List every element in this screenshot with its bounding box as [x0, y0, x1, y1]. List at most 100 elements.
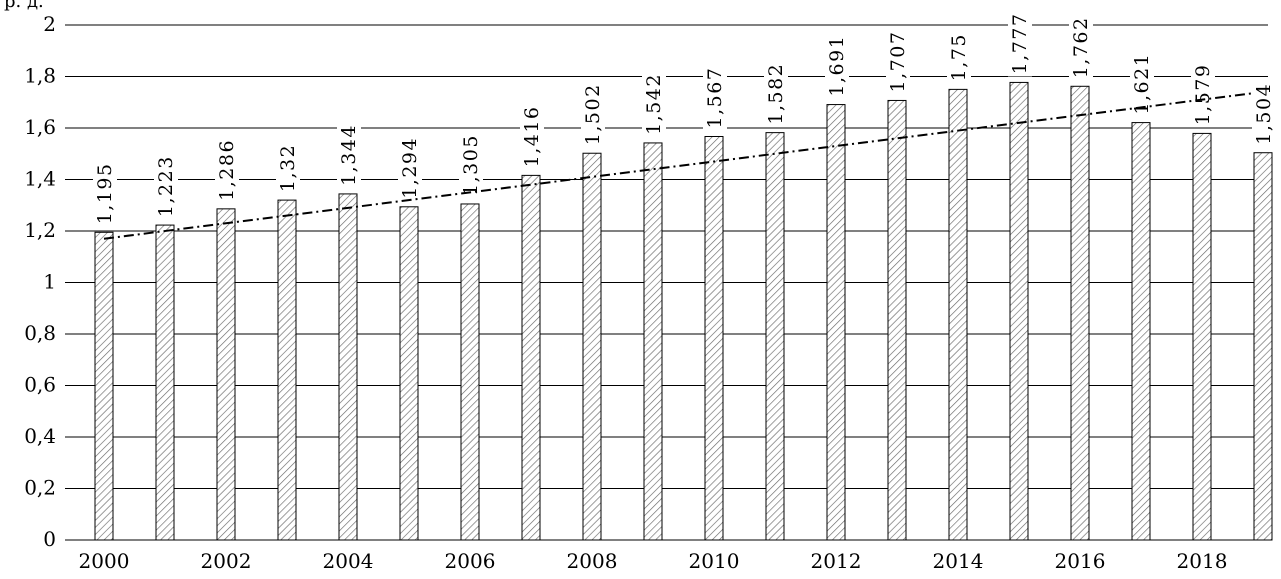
bar-value-label-bg — [1191, 61, 1215, 128]
bar-value-text: 1,777 — [1009, 13, 1031, 75]
bar-value-label-bg — [520, 103, 544, 170]
bar-value-text: 1,621 — [1131, 53, 1153, 115]
bar — [704, 135, 724, 541]
bar-value-label-bg — [581, 81, 605, 148]
bar-value-text: 1,286 — [216, 139, 238, 201]
bar-value-label-bg — [337, 122, 361, 188]
bar-value-label-bg — [947, 31, 971, 84]
y-tick-label: 0 — [43, 527, 56, 551]
bar — [1070, 85, 1090, 541]
bar-value-label-bg — [703, 64, 727, 131]
bar-value-label: 1,75 — [947, 31, 971, 84]
bar-value-text: 1,707 — [887, 31, 909, 93]
bar-value-label-bg — [1252, 80, 1276, 147]
bar-value-label-bg — [93, 160, 117, 227]
bar-value-label-bg — [398, 134, 422, 201]
bar-value-label: 1,32 — [276, 141, 300, 195]
x-tick-label: 2008 — [567, 549, 618, 573]
bar-value-text: 1,294 — [399, 137, 421, 199]
bar-value-text: 1,762 — [1070, 16, 1092, 78]
bar — [1009, 81, 1029, 541]
bar-value-text: 1,223 — [155, 155, 177, 217]
bar-value-label-bg — [459, 132, 483, 198]
bar-value-text: 1,344 — [338, 124, 360, 186]
bar — [948, 88, 968, 541]
bar-value-label: 1,223 — [154, 153, 178, 220]
y-tick-label: 1,2 — [24, 218, 56, 242]
x-tick-label: 2006 — [445, 549, 496, 573]
bar — [399, 206, 419, 541]
bar-value-text: 1,32 — [277, 144, 299, 192]
x-tick-label: 2018 — [1177, 549, 1228, 573]
bar — [1131, 122, 1151, 541]
y-tick-label: 1,4 — [24, 167, 56, 191]
bar-value-label-bg — [215, 136, 239, 203]
bar-value-label-bg — [1069, 14, 1093, 81]
grid-lines — [65, 24, 1268, 541]
y-tick-label: 1,6 — [24, 115, 56, 139]
trendline — [103, 92, 1254, 240]
y-tick-label: 2 — [43, 12, 56, 36]
bar-value-text: 1,416 — [521, 105, 543, 167]
bar — [1192, 132, 1212, 541]
bar-value-label-bg — [825, 32, 849, 99]
bar — [765, 132, 785, 541]
bar-value-label-bg — [276, 141, 300, 195]
bar-value-text: 1,542 — [643, 73, 665, 135]
y-axis-label: р. д. — [4, 0, 44, 12]
bar-value-label: 1,195 — [93, 160, 117, 227]
bar-value-label-bg — [886, 28, 910, 95]
y-tick-label: 1,8 — [24, 64, 56, 88]
bar-value-text: 1,504 — [1253, 83, 1275, 145]
bar-value-label: 1,579 — [1191, 61, 1215, 128]
bar — [460, 203, 480, 541]
x-tick-label: 2010 — [689, 549, 740, 573]
y-tick-label: 1 — [43, 270, 56, 294]
bar — [582, 152, 602, 541]
bar-value-text: 1,582 — [765, 63, 787, 125]
x-axis-ticks: 2000 2002 2004 2006 2008 2010 2012 2014 2016 2018 — [79, 549, 1228, 573]
y-tick-label: 0,4 — [24, 424, 56, 448]
x-tick-label: 2012 — [811, 549, 862, 573]
bar — [155, 224, 175, 541]
bar-value-label: 1,344 — [337, 122, 361, 188]
bar — [338, 193, 358, 541]
bar-value-label-bg — [1130, 50, 1154, 117]
bar-value-text: 1,567 — [704, 67, 726, 129]
bar-value-text: 1,195 — [94, 162, 116, 224]
bar-value-label: 1,305 — [459, 132, 483, 198]
bar — [521, 174, 541, 541]
bar-value-label-bg — [764, 60, 788, 127]
bar-value-text: 1,691 — [826, 35, 848, 97]
bars — [94, 81, 1273, 541]
trend-line — [103, 92, 1254, 240]
bar-value-label: 1,621 — [1130, 50, 1154, 117]
x-tick-label: 2000 — [79, 549, 130, 573]
bar-value-text: 1,502 — [582, 83, 604, 145]
bar-value-label-bg — [1008, 10, 1032, 77]
y-tick-label: 0,8 — [24, 321, 56, 345]
bar-value-text: 1,75 — [948, 33, 970, 81]
bar-value-label: 1,504 — [1252, 80, 1276, 147]
x-tick-label: 2002 — [201, 549, 252, 573]
bar-value-label-bg — [642, 71, 666, 137]
y-tick-label: 0,6 — [24, 373, 56, 397]
bar-value-label: 1,294 — [398, 134, 422, 201]
bar — [887, 99, 907, 541]
bar — [1253, 152, 1273, 541]
bar-value-label: 1,762 — [1069, 14, 1093, 81]
bar — [826, 104, 846, 541]
y-tick-label: 0,2 — [24, 476, 56, 500]
bar-value-label: 1,582 — [764, 60, 788, 127]
bar-value-label: 1,286 — [215, 136, 239, 203]
bar — [277, 199, 297, 541]
bar — [94, 231, 114, 541]
bar-value-label: 1,707 — [886, 28, 910, 95]
bar-value-label: 1,502 — [581, 81, 605, 148]
value-labels: 1,195 1,223 1,286 1,32 1,344 1,294 1,305 1,416 1… — [93, 10, 1276, 227]
bar — [643, 142, 663, 541]
x-tick-label: 2016 — [1055, 549, 1106, 573]
y-axis-ticks: 0 0,2 0,4 0,6 0,8 1 1,2 1,4 1,6 1,8 2 — [24, 12, 56, 551]
bar-value-label: 1,777 — [1008, 10, 1032, 77]
